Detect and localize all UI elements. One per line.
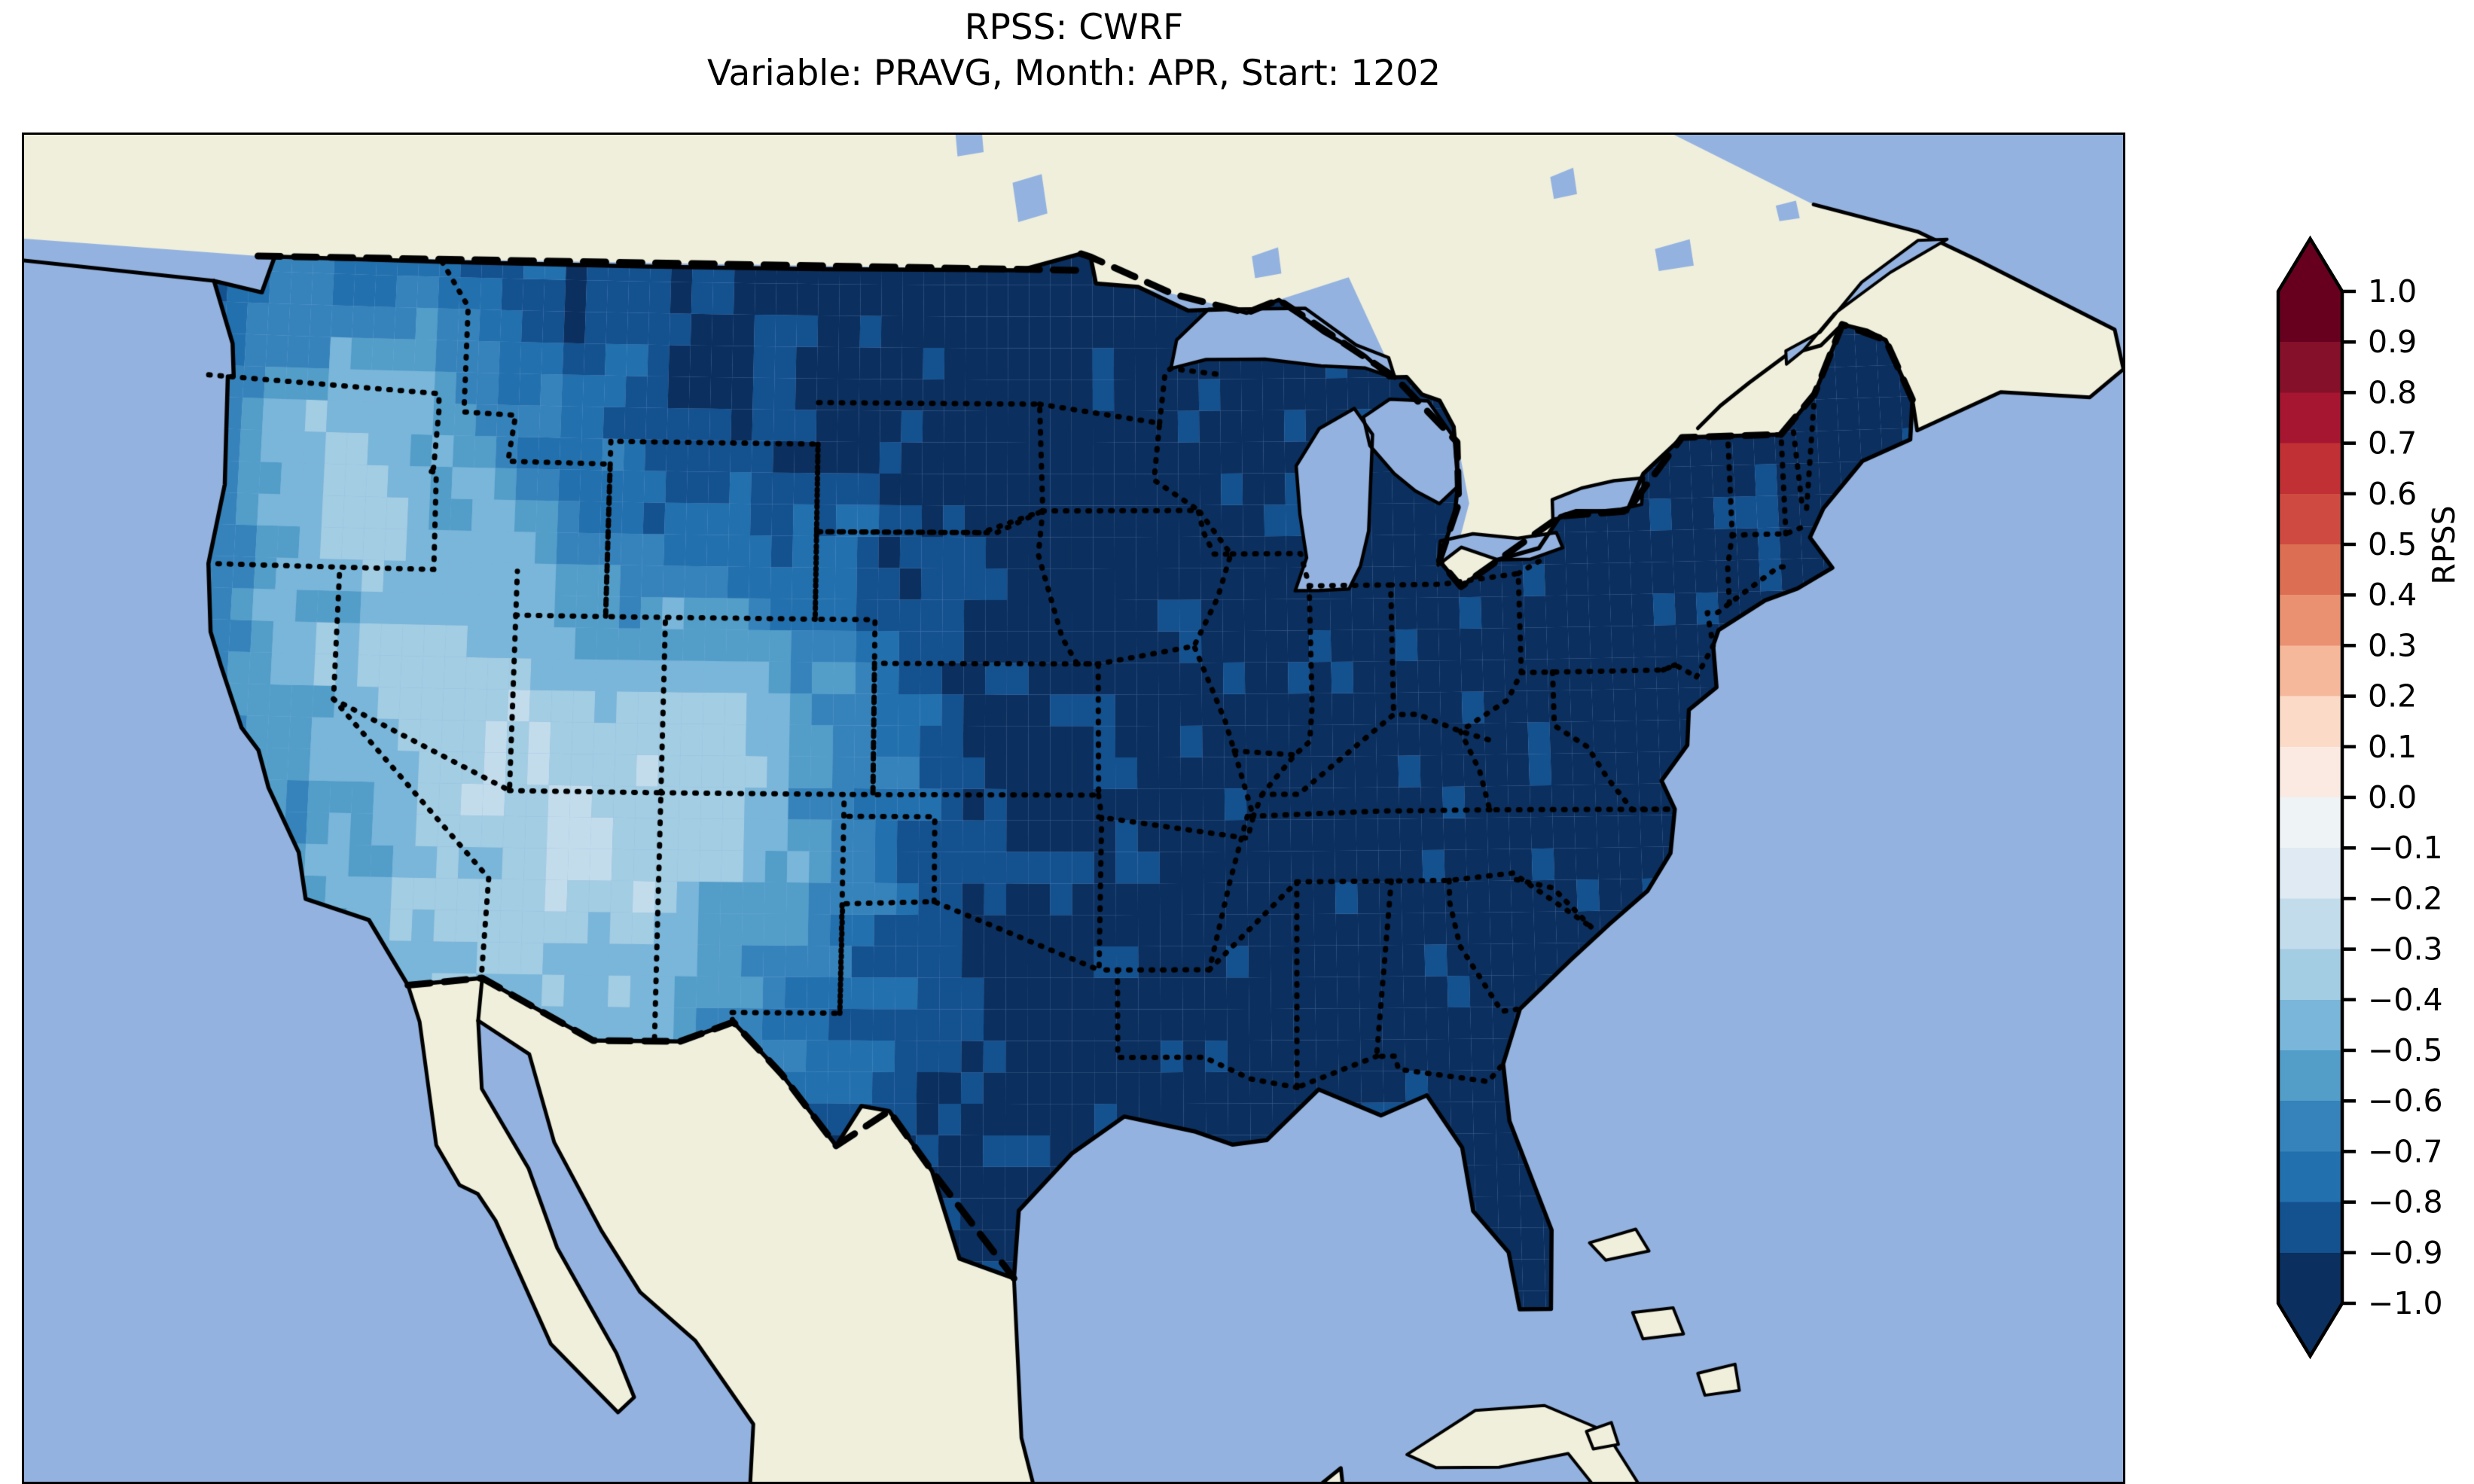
rpss-heatmap-canvas (24, 135, 2123, 1482)
svg-text:0.5: 0.5 (2368, 526, 2417, 562)
svg-text:0.6: 0.6 (2368, 476, 2417, 512)
svg-text:−0.9: −0.9 (2368, 1235, 2443, 1271)
svg-text:0.3: 0.3 (2368, 627, 2417, 663)
colorbar-svg: 1.0 0.9 0.8 0.7 0.6 0.5 0.4 0.3 0.2 0.1 0.0 −0.1 −0.… (2276, 235, 2443, 1360)
title-line-1: RPSS: CWRF (964, 7, 1184, 48)
title-line-2: Variable: PRAVG, Month: APR, Start: 1202 (706, 53, 1441, 95)
svg-text:0.9: 0.9 (2368, 324, 2417, 360)
svg-text:−0.6: −0.6 (2368, 1083, 2443, 1119)
figure-title: RPSS: CWRF Variable: PRAVG, Month: APR, … (0, 5, 2148, 96)
svg-text:0.4: 0.4 (2368, 577, 2417, 613)
svg-text:−0.7: −0.7 (2368, 1133, 2443, 1169)
svg-text:−1.0: −1.0 (2368, 1285, 2443, 1321)
svg-text:−0.8: −0.8 (2368, 1184, 2443, 1220)
svg-text:0.2: 0.2 (2368, 678, 2417, 715)
svg-text:−0.5: −0.5 (2368, 1032, 2443, 1068)
svg-text:0.0: 0.0 (2368, 779, 2417, 815)
svg-text:0.1: 0.1 (2368, 729, 2417, 765)
svg-text:−0.2: −0.2 (2368, 880, 2443, 916)
svg-text:0.8: 0.8 (2368, 374, 2417, 410)
colorbar: 1.0 0.9 0.8 0.7 0.6 0.5 0.4 0.3 0.2 0.1 0.0 −0.1 −0.… (2248, 226, 2474, 1370)
svg-text:0.7: 0.7 (2368, 425, 2417, 462)
svg-text:−0.1: −0.1 (2368, 830, 2443, 866)
svg-text:1.0: 1.0 (2368, 273, 2417, 309)
svg-text:−0.4: −0.4 (2368, 982, 2443, 1018)
map-panel (22, 133, 2125, 1484)
svg-text:−0.3: −0.3 (2368, 931, 2443, 967)
colorbar-axis-label: RPSS (2426, 505, 2462, 585)
colorbar-axis-label-holder: RPSS (2414, 0, 2474, 1144)
